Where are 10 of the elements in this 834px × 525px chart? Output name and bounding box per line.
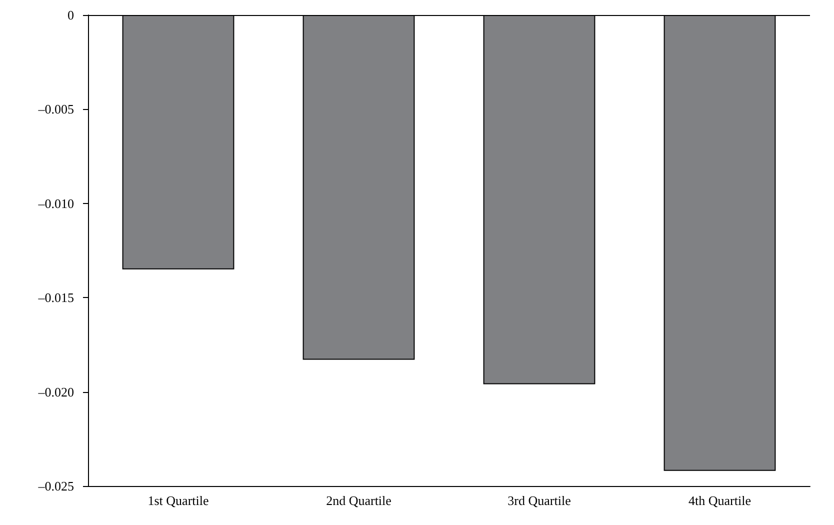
x-tick-label: 4th Quartile xyxy=(688,493,752,508)
y-tick-label: –0.005 xyxy=(37,102,74,117)
x-tick-label: 2nd Quartile xyxy=(326,493,392,508)
y-tick-label: –0.025 xyxy=(37,478,74,494)
y-tick-label: –0.015 xyxy=(37,290,74,306)
x-tick-label: 1st Quartile xyxy=(148,493,209,508)
y-tick-label: –0.020 xyxy=(37,384,74,400)
x-tick-label: 3rd Quartile xyxy=(508,493,572,508)
y-tick-label: 0 xyxy=(68,8,74,22)
y-tick-label: –0.010 xyxy=(37,196,74,211)
